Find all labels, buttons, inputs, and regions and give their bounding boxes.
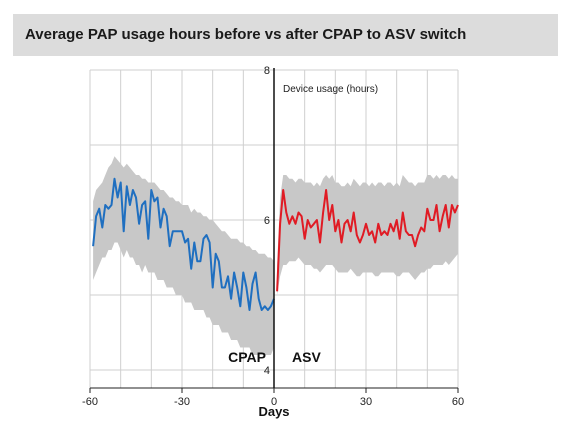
y-axis-label: Device usage (hours) bbox=[283, 84, 378, 95]
band-asv bbox=[277, 175, 458, 295]
band-cpap bbox=[93, 156, 274, 355]
confidence-bands bbox=[93, 156, 458, 355]
axes: -60 -30 0 30 60 4 6 8 bbox=[82, 65, 464, 408]
x-tick-label: 0 bbox=[271, 396, 277, 408]
y-tick-label: 4 bbox=[264, 365, 270, 377]
y-tick-label: 6 bbox=[264, 215, 270, 227]
chart-title: Average PAP usage hours before vs after … bbox=[25, 26, 467, 43]
x-tick-label: -60 bbox=[82, 396, 98, 408]
x-tick-label: -30 bbox=[174, 396, 190, 408]
series-lines bbox=[92, 177, 459, 311]
chart-title-bar: Average PAP usage hours before vs after … bbox=[13, 14, 558, 56]
y-tick-label: 8 bbox=[264, 65, 270, 77]
x-tick-label: 30 bbox=[360, 396, 372, 408]
series-line-cpap bbox=[92, 177, 275, 311]
series-line-asv bbox=[276, 189, 459, 292]
asv-phase-label: ASV bbox=[292, 349, 321, 365]
cpap-phase-label: CPAP bbox=[228, 349, 266, 365]
x-tick-label: 60 bbox=[452, 396, 464, 408]
x-axis-label: Days bbox=[258, 404, 289, 419]
